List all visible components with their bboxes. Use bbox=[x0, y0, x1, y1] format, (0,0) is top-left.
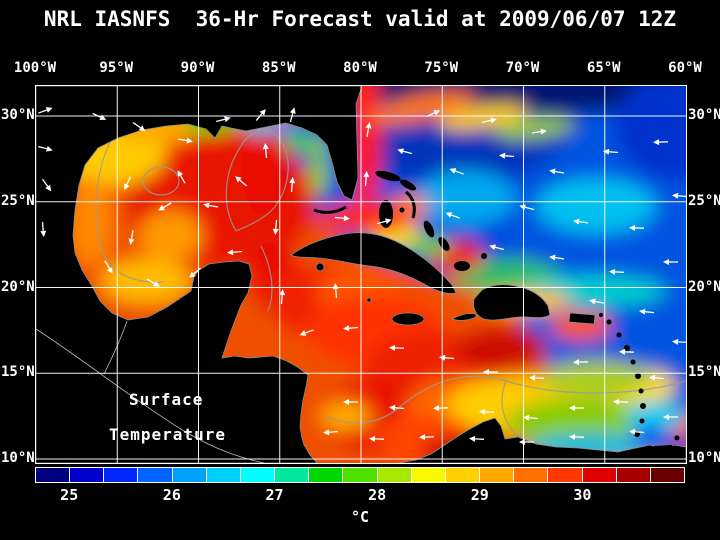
colorbar-cell bbox=[240, 468, 275, 482]
land-isle-of-youth bbox=[315, 262, 325, 272]
colorbar-tick-label: 25 bbox=[60, 486, 79, 504]
lat-tick-label: 10°N bbox=[688, 450, 720, 466]
land-cuba bbox=[290, 232, 457, 294]
lat-tick-label: 15°N bbox=[1, 364, 35, 380]
land-lesser-antilles bbox=[599, 313, 680, 459]
lon-tick-label: 60°W bbox=[668, 60, 702, 76]
colorbar-cell bbox=[138, 468, 172, 482]
grid-lines bbox=[36, 86, 686, 463]
lon-tick-label: 100°W bbox=[13, 60, 57, 76]
land-florida-keys bbox=[313, 205, 347, 214]
lon-tick-label: 70°W bbox=[505, 60, 540, 76]
lon-tick-label: 65°W bbox=[586, 60, 621, 76]
colorbar-cell bbox=[104, 468, 138, 482]
lon-tick-label: 75°W bbox=[424, 60, 459, 76]
colorbar-tick-label: 26 bbox=[162, 486, 181, 504]
colorbar-tick-label: 30 bbox=[573, 486, 592, 504]
colorbar-cell bbox=[275, 468, 309, 482]
forecast-map-svg bbox=[36, 86, 686, 463]
land-hispaniola-peninsula bbox=[450, 313, 477, 321]
colorbar-cell bbox=[445, 468, 480, 482]
colorbar-cell bbox=[309, 468, 343, 482]
colorbar-cell bbox=[36, 468, 70, 482]
field-label-line2: Temperature bbox=[109, 425, 226, 444]
colorbar-tick-label: 29 bbox=[470, 486, 489, 504]
colorbar-cell bbox=[411, 468, 445, 482]
plot-title: NRL IASNFS 36-Hr Forecast valid at 2009/… bbox=[43, 7, 677, 31]
lat-tick-label: 20°N bbox=[688, 278, 720, 295]
colorbar-cell bbox=[377, 468, 411, 482]
lat-tick-label: 25°N bbox=[1, 193, 35, 209]
colorbar-cell bbox=[206, 468, 240, 482]
lon-tick-label: 90°W bbox=[180, 60, 215, 76]
colorbar-tick-label: 27 bbox=[265, 486, 284, 504]
lon-tick-label: 95°W bbox=[99, 60, 134, 76]
colorbar-cell bbox=[343, 468, 377, 482]
colorbar-cell bbox=[582, 468, 616, 482]
colorbar-cell bbox=[548, 468, 582, 482]
lat-tick-label: 30°N bbox=[688, 107, 720, 123]
colorbar-cell bbox=[650, 468, 684, 482]
colorbar-tick-label: 28 bbox=[368, 486, 387, 504]
colorbar-cell bbox=[70, 468, 104, 482]
land-puerto-rico bbox=[568, 312, 596, 325]
colorbar-cell bbox=[616, 468, 650, 482]
colorbar bbox=[35, 467, 685, 483]
map-area: Surface Temperature bbox=[35, 85, 687, 464]
colorbar-unit-label: °C bbox=[350, 508, 370, 526]
lat-tick-label: 25°N bbox=[688, 193, 720, 209]
lon-tick-label: 85°W bbox=[261, 60, 296, 76]
lat-tick-label: 20°N bbox=[1, 278, 35, 295]
land-cayman bbox=[366, 297, 372, 303]
colorbar-cell bbox=[514, 468, 548, 482]
colorbar-cell bbox=[172, 468, 206, 482]
lat-tick-label: 10°N bbox=[1, 450, 35, 466]
lat-tick-label: 30°N bbox=[1, 107, 35, 123]
colorbar-cell bbox=[480, 468, 514, 482]
lon-tick-label: 80°W bbox=[343, 60, 377, 76]
land-bahamas bbox=[375, 170, 487, 271]
lat-tick-label: 15°N bbox=[688, 364, 720, 380]
land-hispaniola bbox=[473, 284, 551, 321]
coastline-boundaries bbox=[36, 320, 265, 463]
land-jamaica bbox=[391, 312, 425, 326]
field-label-line1: Surface bbox=[129, 390, 204, 409]
